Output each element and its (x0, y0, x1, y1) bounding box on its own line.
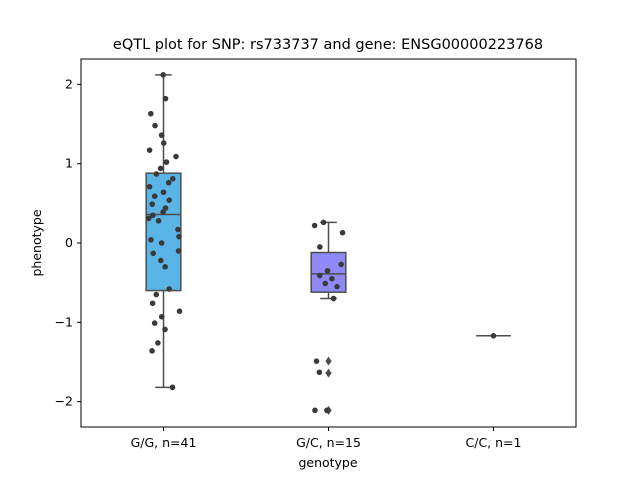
x-axis-label: genotype (298, 455, 357, 470)
data-point (316, 272, 323, 279)
data-point (148, 237, 154, 243)
data-point (334, 283, 340, 290)
data-point (330, 295, 337, 302)
y-tick-label: 1 (65, 156, 73, 171)
data-point (145, 215, 152, 222)
data-point (160, 209, 166, 215)
data-point (157, 165, 164, 172)
data-point (176, 233, 182, 240)
data-point (162, 326, 168, 333)
data-point (148, 110, 154, 117)
data-point (175, 226, 181, 233)
data-point (146, 183, 153, 190)
data-point (338, 261, 344, 268)
data-point (162, 263, 168, 270)
data-point (176, 308, 183, 315)
data-point (175, 248, 182, 254)
data-point (339, 229, 346, 236)
data-point (312, 407, 318, 414)
data-point (155, 340, 161, 346)
y-axis-label: phenotype (29, 209, 44, 276)
data-point (153, 171, 160, 177)
data-point (163, 159, 170, 165)
x-tick-label: C/C, n=1 (466, 435, 522, 450)
data-point (158, 257, 164, 264)
data-point (146, 147, 153, 154)
x-tick-label: G/G, n=41 (131, 435, 197, 450)
data-point (311, 222, 318, 229)
y-tick-label: 0 (65, 235, 73, 250)
data-point (322, 280, 329, 287)
data-point (149, 300, 156, 307)
data-point (320, 219, 327, 226)
chart-title: eQTL plot for SNP: rs733737 and gene: EN… (113, 37, 543, 53)
data-point (158, 132, 165, 138)
data-point (490, 332, 497, 339)
data-point (149, 201, 156, 207)
data-point (166, 286, 172, 292)
data-point (151, 193, 158, 200)
data-point (162, 95, 169, 102)
data-point (169, 175, 176, 182)
data-point (158, 240, 165, 246)
plot-area (145, 72, 511, 415)
data-point (166, 197, 172, 203)
data-point (150, 250, 157, 257)
data-point (329, 275, 335, 282)
data-point (165, 179, 172, 186)
data-point (155, 217, 162, 224)
data-point (158, 313, 165, 320)
data-point (160, 140, 167, 146)
data-point (149, 348, 155, 354)
y-tick-label: −2 (55, 394, 73, 409)
y-tick-label: 2 (65, 76, 73, 91)
outlier-marker (325, 368, 332, 378)
data-point (324, 407, 330, 414)
data-point (152, 122, 158, 129)
x-tick-label: G/C, n=15 (296, 435, 361, 450)
data-point (313, 358, 320, 364)
data-point (160, 72, 166, 78)
data-point (169, 384, 176, 391)
outlier-marker (325, 356, 332, 366)
data-point (153, 291, 160, 298)
y-tick-label: −1 (55, 314, 73, 329)
data-point (160, 189, 167, 196)
data-point (317, 244, 323, 250)
data-point (324, 267, 331, 274)
data-point (151, 320, 158, 326)
data-point (316, 369, 323, 376)
data-point (173, 153, 179, 160)
data-point (150, 212, 156, 219)
